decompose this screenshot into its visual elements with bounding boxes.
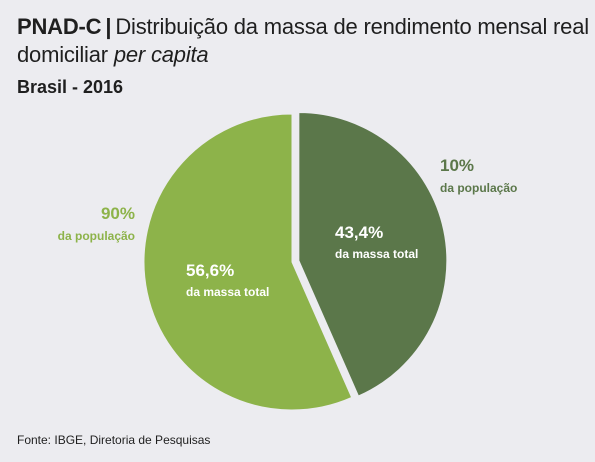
title-text-line2: domiciliar bbox=[17, 42, 108, 67]
chart-subtitle: Brasil - 2016 bbox=[17, 77, 124, 97]
title-brand: PNAD-C bbox=[17, 14, 102, 39]
pie-slice bbox=[298, 112, 448, 397]
title-italic: per capita bbox=[113, 42, 209, 67]
chart-title: PNAD-C | Distribuição da massa de rendimen… bbox=[17, 14, 589, 40]
source-note: Fonte: IBGE, Diretoria de Pesquisas bbox=[17, 433, 211, 447]
title-separator: | bbox=[105, 14, 112, 39]
slice-percent-label: 56,6% bbox=[186, 261, 234, 280]
population-caption-label: da população bbox=[58, 229, 135, 243]
pie-slice bbox=[143, 113, 353, 411]
slice-caption-label: da massa total bbox=[335, 247, 418, 261]
slice-caption-label: da massa total bbox=[186, 285, 269, 299]
population-caption-label: da população bbox=[440, 181, 517, 195]
population-percent-label: 90% bbox=[101, 204, 135, 223]
chart-title-line2: domiciliar per capita bbox=[17, 42, 209, 68]
title-text: Distribuição da massa de rendimento mens… bbox=[115, 14, 589, 39]
slice-percent-label: 43,4% bbox=[335, 223, 383, 242]
population-percent-label: 10% bbox=[440, 156, 474, 175]
